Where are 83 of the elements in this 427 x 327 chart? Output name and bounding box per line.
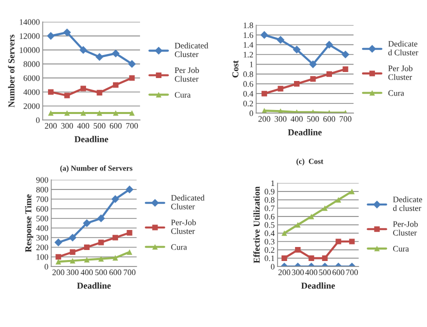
y-tick-label: 0.4 bbox=[264, 230, 275, 236]
y-axis-title: Cost bbox=[232, 60, 238, 78]
y-axis-title: Number of Servers bbox=[8, 34, 14, 108]
y-tick-label: 1.8 bbox=[244, 22, 254, 28]
x-tick-label: 200 bbox=[44, 123, 57, 129]
x-axis-title: Deadline bbox=[74, 136, 108, 142]
y-tick-label: 0 bbox=[36, 117, 40, 123]
x-tick-label: 200 bbox=[278, 270, 290, 276]
y-tick-label: 0.7 bbox=[264, 205, 275, 212]
y-tick-label: 1.2 bbox=[244, 52, 253, 58]
y-tick-label: 0.8 bbox=[264, 197, 274, 203]
y-tick-label: 0.9 bbox=[264, 188, 274, 194]
y-tick-label: 0.2 bbox=[264, 247, 274, 253]
y-tick-label: 0.3 bbox=[264, 238, 274, 244]
y-tick-label: 1.6 bbox=[244, 32, 254, 38]
legend-label: Cura bbox=[393, 246, 409, 252]
x-tick-label: 300 bbox=[274, 116, 286, 122]
x-tick-label: 200 bbox=[52, 270, 64, 276]
legend-label: Dedicated Cluster bbox=[171, 194, 205, 210]
x-tick-label: 600 bbox=[323, 116, 336, 122]
y-tick-label: 12000 bbox=[20, 33, 40, 39]
legend-label: Cura bbox=[388, 90, 404, 96]
legend-label: Per-Job Cluster bbox=[171, 219, 196, 234]
y-tick-label: 200 bbox=[36, 244, 48, 250]
y-axis-title: Effective Utilization bbox=[253, 186, 260, 264]
x-tick-label: 700 bbox=[126, 123, 138, 129]
y-tick-label: 1.4 bbox=[244, 42, 254, 48]
y-tick-label: 8000 bbox=[24, 61, 40, 67]
legend-label: Cura bbox=[171, 244, 187, 250]
y-tick-label: 0.2 bbox=[243, 100, 253, 106]
y-tick-label: 600 bbox=[36, 206, 48, 212]
x-tick-label: 200 bbox=[258, 116, 270, 122]
x-tick-label: 400 bbox=[305, 270, 318, 276]
x-axis-title: Deadline bbox=[77, 282, 111, 289]
y-tick-label: 10000 bbox=[20, 47, 40, 53]
x-axis-title: Deadline bbox=[288, 129, 322, 136]
x-tick-label: 400 bbox=[80, 270, 93, 276]
legend-label: Per-Job Cluster bbox=[393, 221, 418, 236]
y-tick-label: 0.1 bbox=[264, 256, 274, 262]
x-tick-label: 400 bbox=[77, 123, 90, 129]
y-tick-label: 2000 bbox=[24, 103, 40, 109]
y-tick-label: 800 bbox=[36, 186, 48, 192]
y-tick-label: 0.6 bbox=[264, 214, 275, 220]
x-tick-label: 300 bbox=[66, 270, 79, 276]
legend-label: Dedicated Cluster bbox=[174, 42, 208, 58]
x-tick-label: 600 bbox=[109, 270, 122, 276]
y-tick-label: 900 bbox=[36, 177, 48, 183]
y-tick-label: 6000 bbox=[24, 75, 40, 81]
y-axis-title: Response Time bbox=[24, 194, 34, 252]
x-tick-label: 700 bbox=[346, 270, 358, 276]
y-tick-label: 100 bbox=[36, 254, 48, 260]
legend-label: Dedicate d Cluster bbox=[388, 40, 418, 56]
y-tick-label: 1 bbox=[271, 180, 274, 186]
y-tick-label: 0 bbox=[250, 110, 254, 116]
y-tick-label: 0.6 bbox=[243, 81, 254, 87]
x-tick-label: 300 bbox=[292, 270, 304, 276]
y-tick-label: 0.4 bbox=[243, 90, 254, 97]
x-tick-label: 600 bbox=[332, 270, 344, 276]
x-tick-label: 500 bbox=[95, 270, 107, 276]
x-tick-label: 500 bbox=[319, 270, 331, 276]
y-tick-label: 0.5 bbox=[264, 222, 274, 228]
x-axis-title: Deadline bbox=[301, 282, 335, 289]
y-tick-label: 500 bbox=[36, 216, 48, 222]
x-tick-label: 500 bbox=[94, 123, 106, 129]
x-tick-label: 700 bbox=[124, 270, 136, 276]
legend-label: Per Job Cluster bbox=[174, 67, 199, 82]
y-tick-label: 4000 bbox=[23, 89, 40, 95]
y-tick-label: 700 bbox=[36, 196, 48, 202]
legend-label: Per Job Cluster bbox=[388, 65, 412, 80]
y-tick-label: 1 bbox=[250, 62, 253, 68]
y-tick-label: 0.8 bbox=[243, 71, 254, 78]
y-tick-label: 14000 bbox=[20, 19, 40, 25]
x-tick-label: 300 bbox=[61, 123, 73, 129]
y-tick-label: 0 bbox=[44, 264, 48, 270]
x-tick-label: 700 bbox=[340, 116, 352, 122]
legend-label: Cura bbox=[174, 92, 191, 98]
x-tick-label: 500 bbox=[307, 116, 319, 122]
x-tick-label: 600 bbox=[110, 123, 122, 129]
y-tick-label: 300 bbox=[36, 234, 48, 241]
y-tick-label: 400 bbox=[36, 225, 48, 231]
legend-label: Dedicate d cluster bbox=[393, 196, 422, 211]
x-tick-label: 400 bbox=[290, 116, 303, 122]
y-tick-label: 0 bbox=[270, 264, 274, 270]
